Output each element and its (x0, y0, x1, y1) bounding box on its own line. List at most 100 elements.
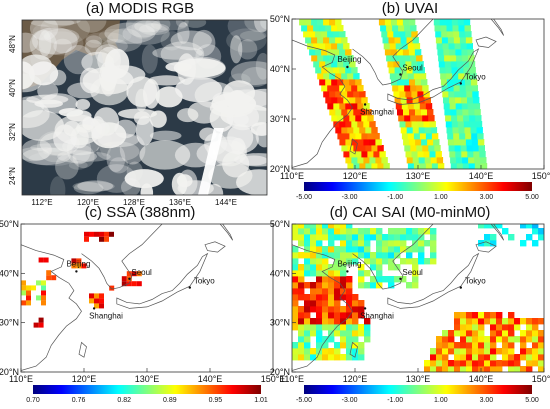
colorbar-tick-label-d: -1.00 (387, 397, 403, 404)
cai-cell (316, 270, 323, 277)
uvai-cell (411, 121, 418, 128)
cai-cell (310, 258, 317, 265)
cai-cell (346, 354, 353, 361)
cai-cell (310, 294, 317, 301)
cai-cell (406, 246, 413, 253)
ssa-cell (41, 300, 46, 306)
uvai-cell (359, 127, 366, 134)
uvai-cell (465, 85, 472, 92)
modis-image (22, 20, 267, 195)
uvai-cell (464, 73, 471, 80)
uvai-cell (347, 73, 354, 80)
cai-cell (538, 318, 544, 325)
ssa-cell (38, 257, 44, 263)
cai-cell (340, 342, 347, 349)
cloud-patch (124, 169, 164, 189)
cai-cell (292, 348, 299, 355)
cai-cell (406, 252, 413, 259)
uvai-cell (386, 25, 393, 32)
uvai-cell (353, 163, 360, 169)
uvai-cell (405, 61, 412, 68)
cai-cell (496, 348, 503, 355)
uvai-cell (464, 79, 472, 86)
uvai-cell (478, 145, 485, 152)
cai-cell (352, 330, 359, 337)
cai-cell (304, 342, 311, 349)
uvai-cell (472, 91, 479, 98)
uvai-cell (459, 31, 466, 38)
cai-cell (310, 228, 317, 235)
cai-cell (532, 336, 539, 343)
colorbar-tick-label-d: -5.00 (296, 397, 312, 404)
cai-cell (364, 258, 371, 265)
ssa-cell (94, 231, 99, 237)
cai-cell (526, 330, 533, 337)
cai-cell (334, 354, 341, 361)
uvai-cell (339, 49, 346, 56)
cloud-patch (72, 151, 111, 162)
cai-cell (316, 264, 323, 271)
uvai-cell (379, 151, 386, 158)
uvai-cell (317, 73, 324, 80)
cai-cell (430, 234, 437, 241)
uvai-cell (457, 121, 465, 128)
city-marker-seoul (399, 73, 402, 76)
coastline-path (292, 244, 353, 371)
uvai-cell (458, 127, 465, 134)
cloud-patch (255, 52, 267, 80)
colorbar-tick-label-c: 1.01 (254, 397, 268, 404)
city-label-tokyo: Tokyo (194, 277, 215, 286)
cai-cell (424, 258, 431, 265)
cai-cell (316, 234, 323, 241)
cai-cell (304, 318, 311, 325)
cloud-patch (95, 44, 121, 65)
cai-cell (520, 330, 527, 337)
cai-cell (520, 348, 527, 355)
uvai-cell (389, 43, 397, 50)
cloud-patch (22, 139, 52, 161)
x-tick-label-a: 120°E (77, 198, 99, 207)
uvai-cell (422, 85, 429, 92)
uvai-cell (329, 109, 336, 116)
cai-cell (394, 246, 401, 253)
ssa-cell (84, 236, 89, 242)
cai-cell (454, 312, 461, 319)
cloud-patch (173, 58, 226, 78)
uvai-cell (349, 133, 356, 140)
uvai-cell (441, 37, 449, 44)
uvai-cell (406, 37, 413, 44)
island-path (387, 252, 480, 309)
uvai-cell (452, 79, 460, 86)
ssa-cell (21, 290, 26, 296)
uvai-cell (305, 37, 312, 44)
cloud-patch (104, 22, 156, 44)
city-label-beijing: Beijing (337, 55, 361, 64)
uvai-cell (349, 97, 356, 104)
cai-cell (298, 306, 305, 313)
cai-cell (322, 300, 329, 307)
uvai-cell (400, 127, 408, 134)
cai-cell (532, 330, 539, 337)
cai-cell (442, 360, 449, 367)
uvai-cell (458, 25, 465, 32)
uvai-cell (397, 79, 404, 86)
city-label-beijing: Beijing (337, 259, 361, 268)
uvai-cell (409, 79, 416, 86)
cai-cell (532, 348, 539, 355)
cai-cell (298, 336, 305, 343)
uvai-cell (341, 109, 348, 116)
cai-cell (394, 240, 401, 247)
cloud-patch (230, 35, 243, 64)
uvai-cell (463, 121, 471, 128)
cai-cell (484, 318, 491, 325)
cai-cell (340, 276, 347, 283)
uvai-cell (446, 79, 454, 86)
uvai-cell (367, 151, 374, 158)
cai-cell (502, 336, 509, 343)
cai-cell (310, 246, 317, 253)
cai-cell (352, 336, 359, 343)
cai-cell (340, 252, 347, 259)
uvai-cell (418, 127, 426, 134)
cai-cell (388, 264, 395, 271)
uvai-cell (419, 163, 427, 169)
